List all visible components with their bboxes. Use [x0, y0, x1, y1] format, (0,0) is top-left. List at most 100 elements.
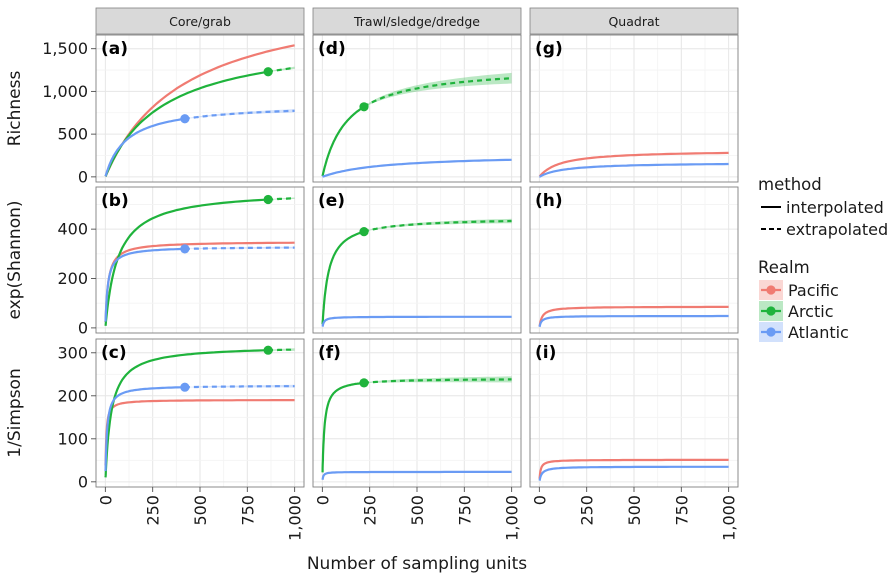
- interpolated-line-arctic: [321, 230, 365, 325]
- panel-2-1: [313, 339, 521, 487]
- legend-realm-title: Realm: [758, 258, 810, 277]
- panel-border: [312, 186, 522, 334]
- extrapolated-line-arctic: [363, 77, 512, 108]
- panel-2-0: [96, 339, 304, 487]
- panel-border: [529, 186, 739, 334]
- interpolated-line-atlantic: [538, 314, 729, 328]
- panel-series-c: [104, 345, 295, 478]
- y-tick-label: 0: [78, 167, 88, 186]
- x-tick-label: 0: [313, 495, 332, 505]
- panel-letter: (c): [101, 343, 127, 363]
- legend-key-point: [766, 285, 776, 295]
- panel-1-0: [96, 187, 304, 333]
- y-tick-label: 300: [57, 343, 88, 362]
- panel-letter: (d): [318, 39, 346, 59]
- y-tick-label: 400: [57, 220, 88, 239]
- y-tick-label: 500: [57, 125, 88, 144]
- legend-label: Arctic: [788, 302, 833, 321]
- y-axis-title: exp(Shannon): [5, 201, 25, 320]
- panel-series-d: [321, 72, 512, 178]
- legend: method interpolated extrapolated Realm Pacif…: [758, 175, 888, 342]
- x-tick-label: 750: [455, 495, 474, 526]
- facet-strip-label: Quadrat: [608, 14, 659, 29]
- panel-border: [312, 34, 522, 183]
- x-tick-label: 250: [361, 495, 380, 526]
- panel-border: [95, 186, 305, 334]
- panel-1-2: [530, 187, 738, 333]
- panel-1-1: [313, 187, 521, 333]
- x-tick-label: 1,000: [286, 495, 305, 541]
- interpolated-line-atlantic: [321, 470, 512, 481]
- y-axis-title: 1/Simpson: [5, 368, 25, 457]
- facet-strip-2: [529, 7, 739, 35]
- ci-ribbon-arctic: [364, 72, 512, 107]
- interpolated-line-arctic: [104, 349, 269, 478]
- legend-label: extrapolated: [786, 220, 888, 239]
- x-tick-label: 1,000: [720, 495, 739, 541]
- y-tick-label: 0: [78, 318, 88, 337]
- observed-point-atlantic: [180, 382, 190, 392]
- interpolated-line-arctic: [321, 381, 365, 473]
- y-tick-label: 1,000: [42, 82, 88, 101]
- interpolated-line-atlantic: [104, 117, 186, 177]
- legend-label: Atlantic: [788, 323, 849, 342]
- x-tick-label: 500: [625, 495, 644, 526]
- panel-border: [95, 34, 305, 183]
- x-tick-label: 250: [144, 495, 163, 526]
- x-tick-label: 0: [530, 495, 549, 505]
- legend-key-point: [766, 327, 776, 337]
- panel-letter: (g): [535, 39, 563, 59]
- observed-point-atlantic: [180, 114, 190, 124]
- panel-0-0: [96, 35, 304, 182]
- y-tick-label: 1,500: [42, 39, 88, 58]
- interpolated-line-atlantic: [322, 158, 512, 178]
- interpolated-line-arctic: [104, 198, 269, 326]
- interpolated-line-atlantic: [538, 465, 729, 481]
- panel-border: [529, 34, 739, 183]
- y-tick-label: 100: [57, 429, 88, 448]
- observed-point-arctic: [263, 345, 273, 355]
- extrapolated-line-atlantic: [184, 246, 295, 250]
- facet-strip-1: [312, 7, 522, 35]
- facet-strip-label: Core/grab: [169, 14, 231, 29]
- extrapolated-line-atlantic: [184, 385, 295, 389]
- x-tick-label: 1,000: [503, 495, 522, 541]
- interpolated-line-pacific: [538, 458, 729, 479]
- interpolated-line-pacific: [538, 305, 729, 327]
- panel-letter: (f): [318, 343, 341, 363]
- x-tick-label: 500: [408, 495, 427, 526]
- x-axis-title: Number of sampling units: [307, 554, 527, 574]
- interpolated-line-arctic: [104, 70, 269, 178]
- interpolated-line-arctic: [321, 105, 365, 177]
- panel-letter: (h): [535, 191, 563, 211]
- panel-2-2: [530, 339, 738, 487]
- y-tick-label: 0: [78, 472, 88, 491]
- observed-point-arctic: [263, 194, 273, 205]
- panel-series-f: [321, 376, 512, 481]
- x-tick-label: 750: [238, 495, 257, 526]
- legend-label: interpolated: [786, 198, 884, 217]
- y-axis-title: Richness: [5, 71, 25, 147]
- facet-strip-0: [95, 7, 305, 35]
- y-tick-label: 200: [57, 269, 88, 288]
- x-tick-label: 250: [578, 495, 597, 526]
- panel-series-i: [538, 458, 729, 481]
- observed-point-atlantic: [180, 244, 190, 254]
- y-tick-label: 200: [57, 386, 88, 405]
- interpolated-line-atlantic: [539, 162, 729, 178]
- observed-point-arctic: [263, 67, 273, 77]
- panel-series-h: [538, 305, 729, 328]
- panel-series-g: [538, 151, 729, 178]
- panel-letter: (e): [318, 191, 345, 211]
- panel-0-1: [313, 35, 521, 182]
- x-tick-label: 750: [672, 495, 691, 526]
- interpolated-line-atlantic: [104, 386, 185, 472]
- panel-series-e: [321, 218, 512, 327]
- panel-series-b: [104, 194, 295, 326]
- interpolated-line-atlantic: [321, 315, 512, 327]
- panel-series-a: [104, 44, 295, 178]
- observed-point-arctic: [359, 102, 369, 112]
- x-tick-label: 0: [96, 495, 115, 505]
- observed-point-arctic: [359, 227, 369, 237]
